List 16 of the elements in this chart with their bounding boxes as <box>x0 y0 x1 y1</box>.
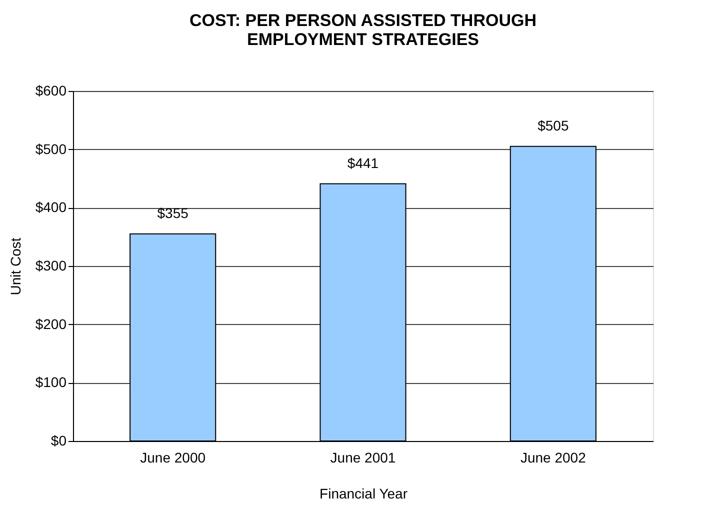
data-label: $505 <box>538 117 569 134</box>
y-tick-label: $600 <box>35 82 67 98</box>
y-tick-label: $0 <box>50 432 67 448</box>
x-axis-title: Financial Year <box>320 486 408 502</box>
x-tick-label: June 2001 <box>330 450 396 466</box>
y-tick-label: $100 <box>35 374 67 390</box>
x-tick-label: June 2002 <box>520 450 586 466</box>
chart-title: COST: PER PERSON ASSISTED THROUGH EMPLOYMENT STRATEGIES <box>190 11 536 49</box>
y-tick-label: $300 <box>35 258 67 274</box>
y-axis-title: Unit Cost <box>7 238 24 296</box>
y-tick-label: $200 <box>35 316 67 332</box>
y-tick-label: $400 <box>35 199 67 216</box>
data-label: $355 <box>157 204 189 221</box>
data-label: $441 <box>347 154 379 171</box>
x-tick-label: June 2000 <box>140 450 206 466</box>
y-tick-label: $500 <box>35 140 67 157</box>
